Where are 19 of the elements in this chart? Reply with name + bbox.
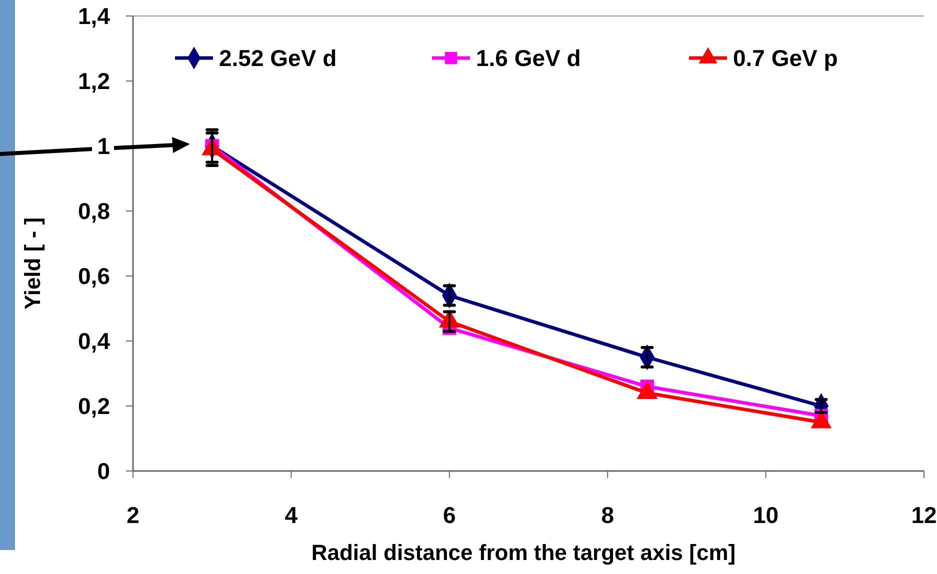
- x-tick-label: 12: [911, 502, 937, 528]
- y-tick-label: 1,4: [78, 3, 110, 30]
- x-tick-label: 8: [601, 502, 614, 528]
- x-tick-label: 4: [284, 502, 298, 528]
- y-tick-label: 0,6: [78, 263, 110, 290]
- y-tick-label: 0: [97, 458, 110, 484]
- x-tick-label: 10: [753, 502, 779, 528]
- y-tick-label: 0,4: [78, 328, 110, 354]
- y-tick-label: 1: [97, 133, 110, 160]
- y-tick-label: 1,2: [78, 68, 110, 94]
- y-tick-label: 0,8: [78, 198, 110, 224]
- x-tick-label: 6: [443, 502, 456, 528]
- x-axis-title: Radial distance from the target axis [cm]: [311, 540, 736, 565]
- legend-label: 2.52 GeV d: [219, 45, 337, 72]
- y-axis-title: Yield [ - ]: [20, 217, 45, 310]
- legend-label: 1.6 GeV d: [476, 45, 581, 72]
- legend-label: 0.7 GeV p: [733, 45, 838, 72]
- y-tick-label: 0,2: [78, 393, 110, 420]
- x-tick-label: 2: [126, 502, 140, 528]
